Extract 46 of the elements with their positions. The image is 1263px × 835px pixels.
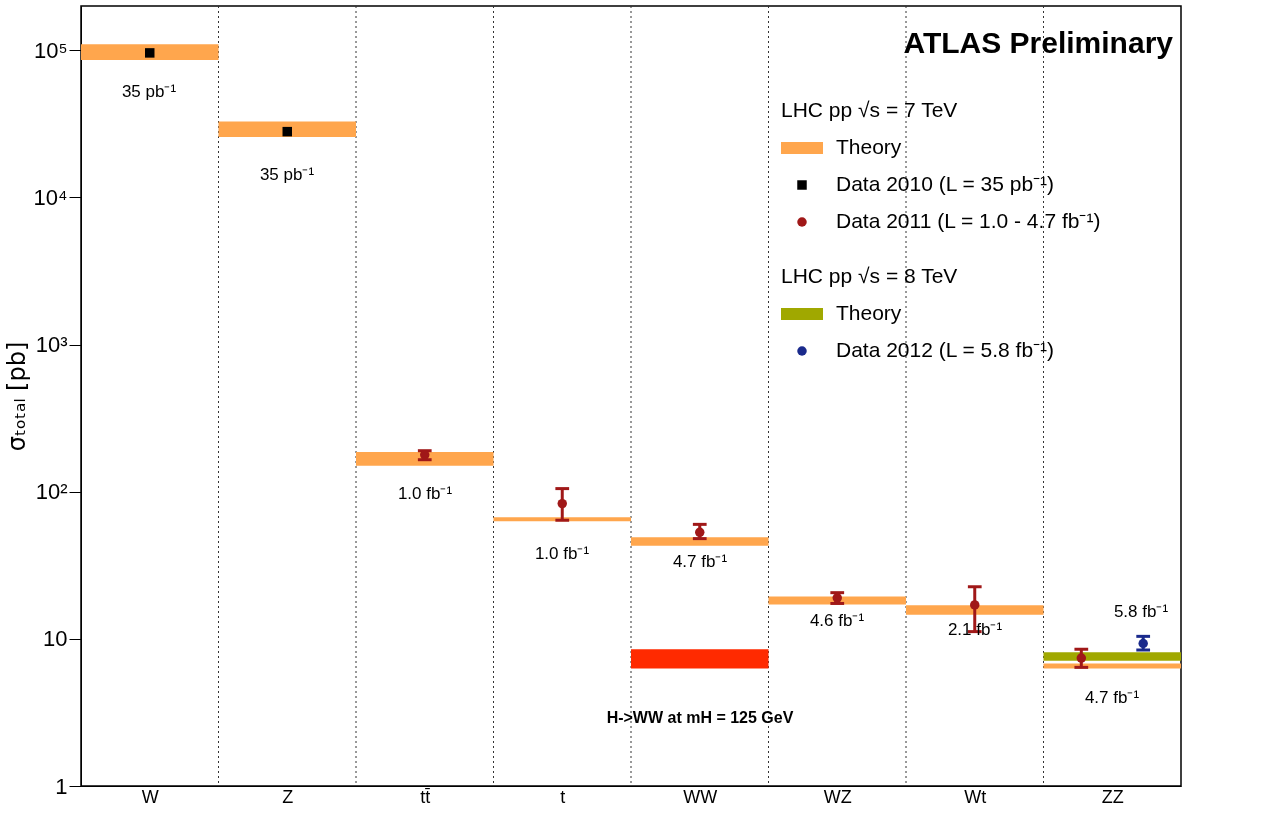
bar (1043, 652, 1181, 661)
y-tick-label: 10⁵ (33, 37, 68, 63)
bar (81, 44, 219, 60)
x-tick-label: t (560, 786, 566, 807)
bar (631, 649, 769, 669)
annotation: 35 pb⁻¹ (121, 82, 177, 101)
legend-label: Theory (836, 301, 902, 324)
x-tick-label: W (141, 786, 159, 807)
bar (631, 537, 769, 546)
x-tick-label: ZZ (1101, 786, 1124, 807)
y-tick-label: 10³ (35, 332, 68, 358)
x-tick-label: WW (683, 786, 718, 807)
annotation: ATLAS Preliminary (903, 26, 1174, 59)
x-tick-label: WZ (823, 786, 852, 807)
y-tick-label: 1 (55, 773, 68, 799)
annotation: 5.8 fb⁻¹ (1113, 602, 1169, 621)
x-tick-label: Wt (964, 786, 987, 807)
point (970, 600, 980, 610)
bar (356, 452, 494, 466)
annotation: 4.7 fb⁻¹ (1084, 688, 1140, 707)
point (282, 126, 292, 137)
bar (218, 121, 356, 138)
bar (768, 596, 906, 605)
point (145, 48, 155, 58)
annotation: 1.0 fb⁻¹ (534, 544, 590, 563)
annotation: 4.7 fb⁻¹ (672, 552, 728, 571)
legend-label: Theory (836, 135, 902, 158)
y-tick-label: 10 (43, 626, 68, 652)
annotation: 1.0 fb⁻¹ (397, 484, 453, 503)
annotation: 4.6 fb⁻¹ (809, 611, 865, 630)
legend-label: Data 2012 (L = 5.8 fb⁻¹) (836, 338, 1055, 361)
point (557, 498, 567, 509)
x-tick-label: Z (282, 786, 294, 807)
y-tick-label: 10⁴ (33, 184, 68, 210)
annotation: 35 pb⁻¹ (259, 165, 315, 184)
annotation: 2.1 fb⁻¹ (947, 620, 1003, 639)
legend-label: Data 2010 (L = 35 pb⁻¹) (836, 172, 1055, 195)
y-axis-title: σₜₒₜₐₗ [pb] (2, 341, 31, 452)
bar (493, 517, 631, 522)
annotation: LHC pp √s = 7 TeV (781, 98, 958, 121)
legend-label: Data 2011 (L = 1.0 - 4.7 fb⁻¹) (836, 209, 1101, 232)
annotation: LHC pp √s = 8 TeV (781, 264, 958, 287)
x-tick-label: tt̄ (420, 786, 431, 807)
bar (906, 605, 1044, 615)
y-tick-label: 10² (35, 479, 68, 505)
annotation: H->WW at mH = 125 GeV (606, 709, 794, 726)
